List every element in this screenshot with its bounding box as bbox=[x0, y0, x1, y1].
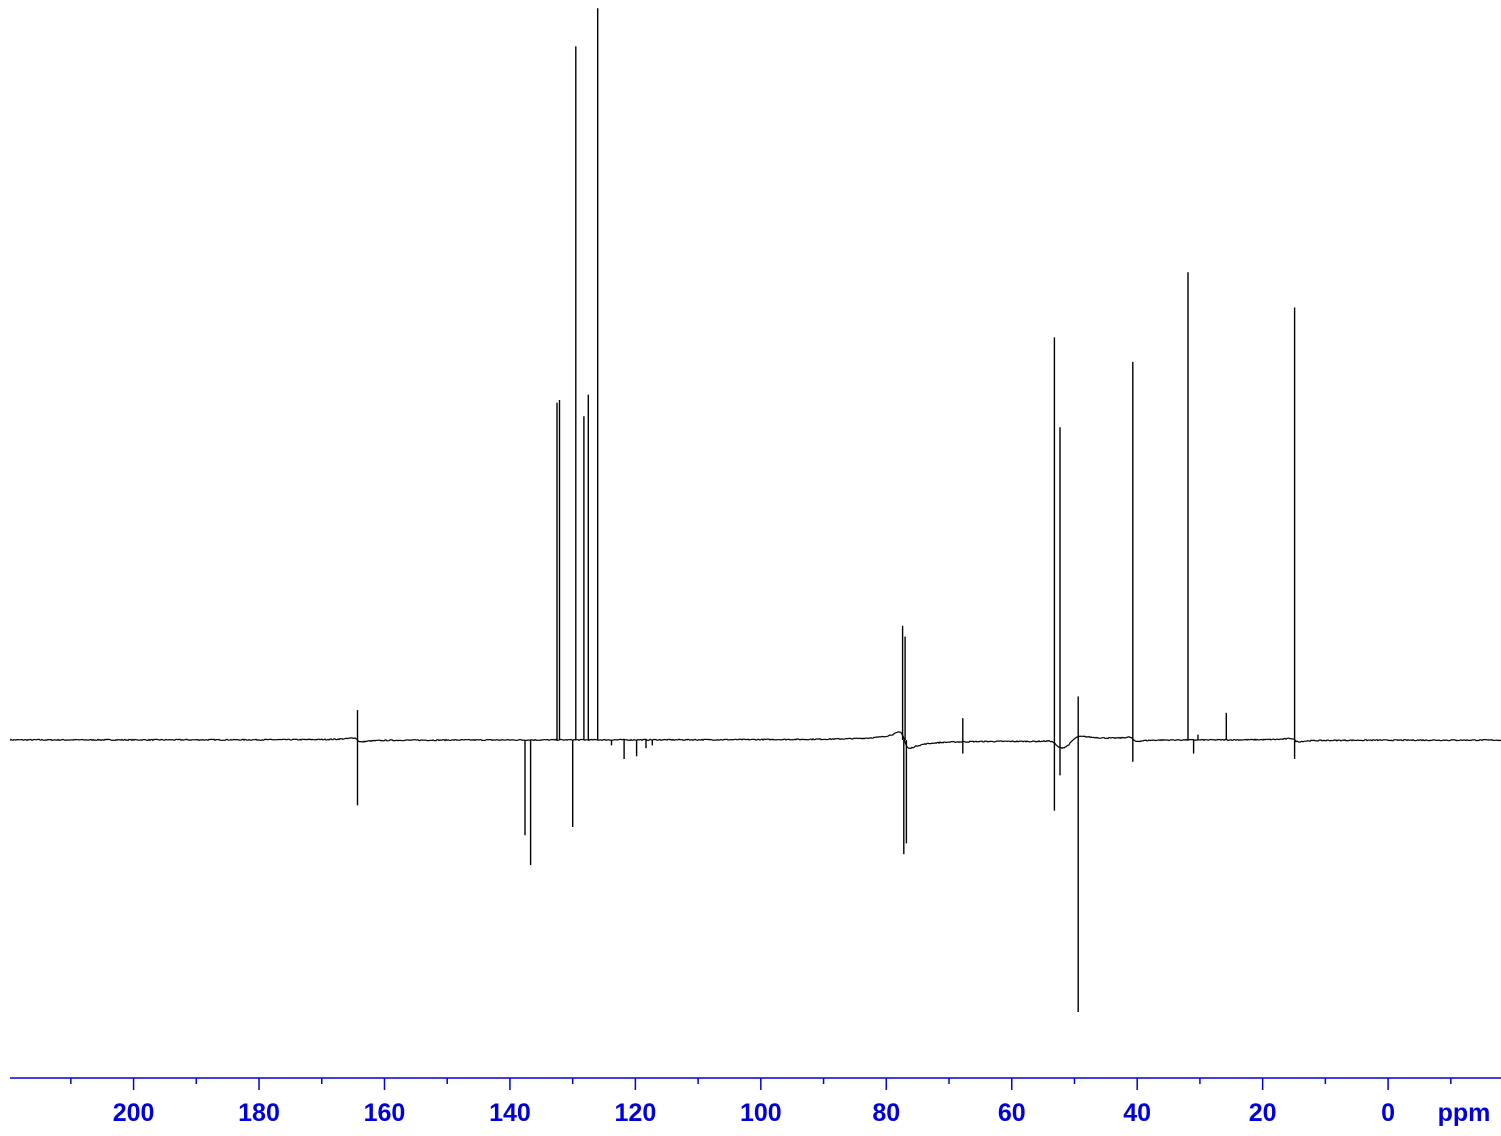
x-tick-label: 40 bbox=[1123, 1099, 1151, 1127]
x-tick-label: 20 bbox=[1249, 1099, 1277, 1127]
x-axis-label: ppm bbox=[1438, 1099, 1491, 1127]
x-axis-ticks: 200 180 160 140 120 100 80 60 40 20 0 bbox=[70, 1078, 1452, 1127]
x-tick-label: 160 bbox=[364, 1099, 406, 1127]
x-tick-label: 200 bbox=[113, 1099, 155, 1127]
x-tick-label: 60 bbox=[998, 1099, 1026, 1127]
x-tick-label: 180 bbox=[238, 1099, 280, 1127]
x-tick-label: 80 bbox=[872, 1099, 900, 1127]
spectrum-baseline bbox=[9, 731, 1501, 750]
x-tick-label: 140 bbox=[489, 1099, 531, 1127]
x-tick-label: 120 bbox=[615, 1099, 657, 1127]
spectrum-trace-layer bbox=[9, 8, 1501, 1012]
x-tick-label: 100 bbox=[740, 1099, 782, 1127]
x-tick-label: 0 bbox=[1381, 1099, 1395, 1127]
